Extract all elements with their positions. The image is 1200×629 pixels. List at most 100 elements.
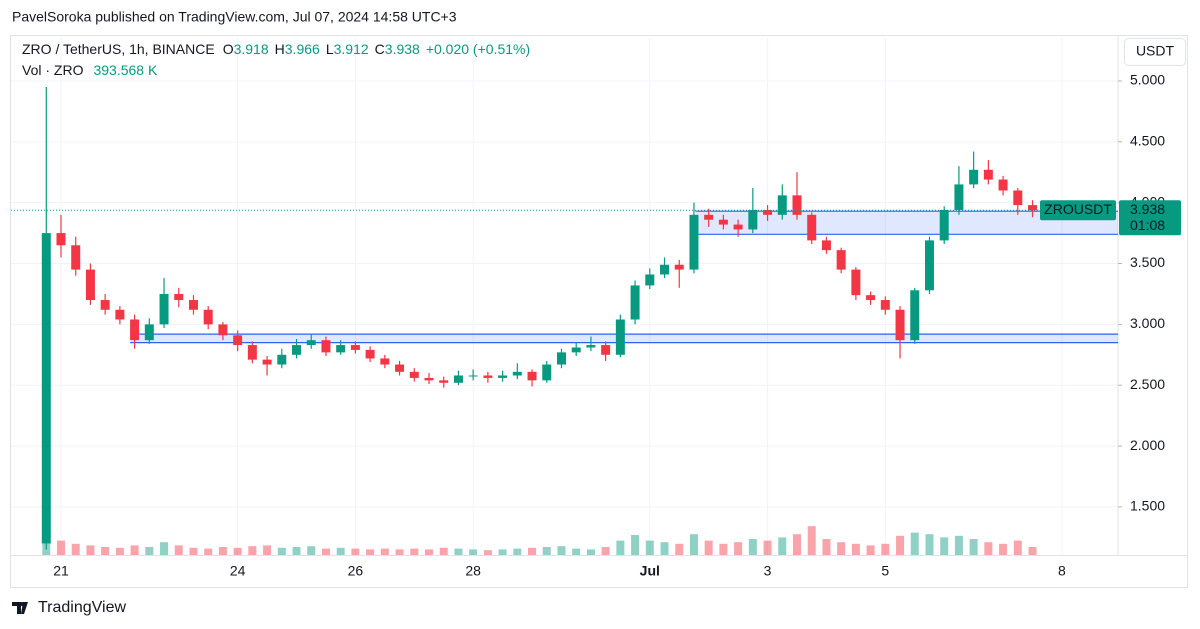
candle-body [733, 224, 743, 230]
candle-body [233, 335, 243, 346]
candle-body [527, 371, 537, 381]
volume-bar [910, 532, 919, 555]
x-tick-label: 26 [348, 563, 364, 579]
price-tag [1119, 200, 1181, 236]
candle-body [203, 309, 213, 325]
volume-bar [734, 542, 743, 555]
candle-body [395, 364, 405, 372]
volume-bar [719, 543, 728, 555]
candle-body [218, 324, 228, 336]
candle-body [674, 264, 684, 270]
candle-body [689, 214, 699, 270]
candle-body [895, 309, 905, 341]
volume-bar [263, 545, 272, 555]
candle-body [130, 319, 140, 341]
volume-bar [498, 549, 507, 555]
candle-body [498, 375, 508, 378]
volume-bar [1028, 547, 1037, 555]
volume-bar [748, 539, 757, 555]
candle-body [777, 195, 787, 215]
candle-body [969, 169, 979, 185]
volume-bar [1013, 540, 1022, 555]
candle-body [836, 250, 846, 270]
volume-bar [778, 537, 787, 555]
l-value: 3.912 [334, 41, 369, 57]
volume-bar [689, 534, 698, 555]
volume-value: 393.568 K [93, 62, 157, 78]
candle-body [763, 209, 773, 215]
volume-bars [42, 515, 1037, 555]
candle-body [542, 364, 552, 381]
change: +0.020 (+0.51%) [426, 41, 530, 57]
candle-body [821, 240, 831, 251]
volume-bar [145, 547, 154, 555]
volume-bar [513, 548, 522, 555]
x-tick-label: 5 [881, 563, 889, 579]
volume-bar [586, 549, 595, 555]
candle-body [1028, 205, 1038, 211]
volume-bar [660, 542, 669, 555]
x-tick-label: 24 [230, 563, 246, 579]
volume-bar [645, 540, 654, 555]
candle-body [601, 345, 611, 355]
candle-body [704, 214, 714, 220]
volume-bar [366, 549, 375, 555]
volume-bar [925, 534, 934, 555]
volume-bar [763, 540, 772, 555]
candle-body [615, 319, 625, 355]
candle-body [439, 380, 449, 383]
grid [11, 38, 1118, 555]
x-tick-label: 28 [465, 563, 481, 579]
candle-body [660, 264, 670, 275]
candle-body [409, 371, 419, 378]
footer-logo [12, 602, 28, 614]
candle-body [792, 195, 802, 215]
candles [41, 87, 1038, 550]
volume-bar [631, 535, 640, 555]
o-value: 3.918 [234, 41, 269, 57]
candle-body [483, 375, 493, 378]
volume-bar [115, 547, 124, 555]
currency-button[interactable] [1124, 38, 1186, 66]
legend-volume: Vol · ZRO 393.568 K [22, 62, 158, 78]
volume-bar [233, 547, 242, 555]
y-tick-label: 3.500 [1130, 254, 1165, 270]
x-tick-label: 21 [53, 563, 69, 579]
symbol-tag [1040, 200, 1116, 221]
countdown: 01:08 [1130, 217, 1165, 233]
candle-body [174, 293, 184, 301]
volume-bar [954, 535, 963, 555]
volume-bar [851, 543, 860, 555]
candle-body [571, 347, 581, 353]
candle-body [306, 340, 316, 346]
price-tag-value: 3.938 [1130, 201, 1165, 217]
candle-body [100, 300, 110, 310]
candle-body [56, 233, 66, 246]
y-tick-label: 2.000 [1130, 437, 1165, 453]
volume-bar [351, 548, 360, 555]
currency[interactable]: USDT [1136, 43, 1175, 59]
volume-bar [601, 547, 610, 555]
candle-body [998, 179, 1008, 191]
volume-bar [336, 547, 345, 555]
volume-bar [572, 548, 581, 555]
volume-bar [321, 548, 330, 555]
y-tick-label: 2.500 [1130, 376, 1165, 392]
volume-bar [969, 539, 978, 555]
candle-body [41, 233, 51, 544]
candle-body [159, 293, 169, 325]
x-tick-label: Jul [640, 563, 660, 579]
candle-body [748, 209, 758, 230]
o-label: O [223, 41, 234, 57]
candle-body [380, 358, 390, 365]
y-tick-label: 5.000 [1130, 72, 1165, 88]
candle-body [336, 345, 346, 353]
volume-bar [277, 547, 286, 555]
candle-body [247, 345, 257, 360]
candle-body [115, 309, 125, 320]
candle-body [350, 345, 360, 350]
volume-bar [160, 542, 169, 555]
volume-bar [557, 546, 566, 555]
